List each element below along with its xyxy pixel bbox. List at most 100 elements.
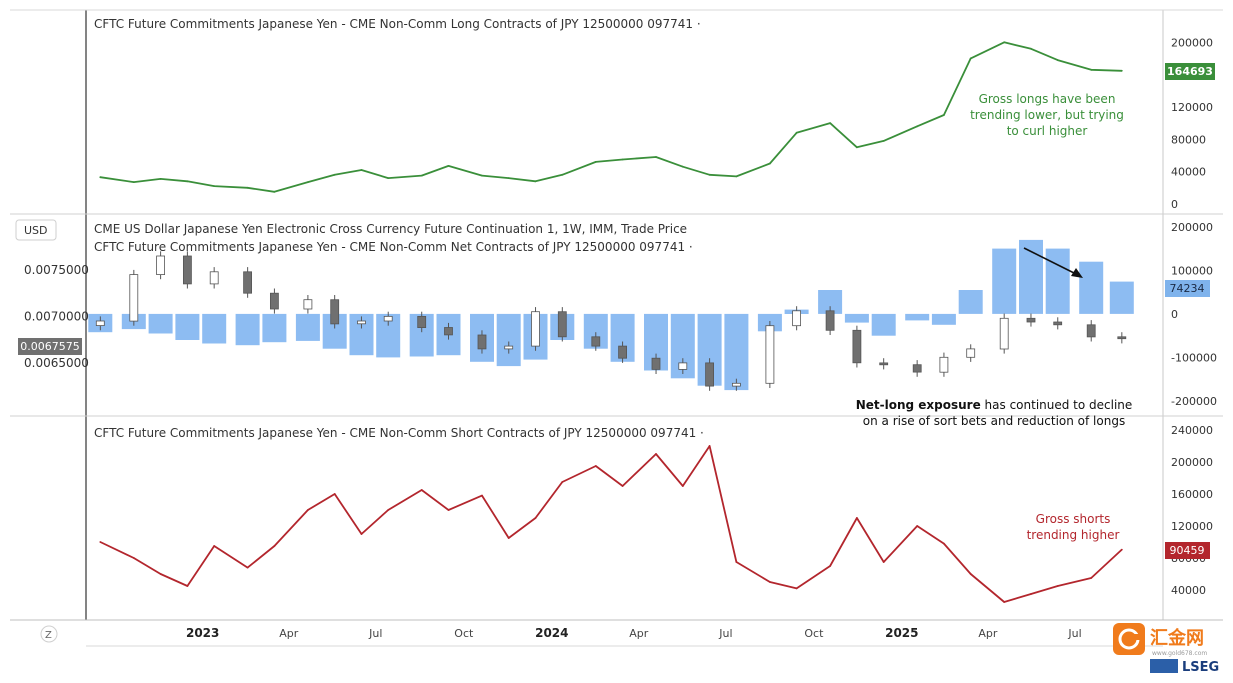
fx-candle [912,360,922,377]
long-y-tick: 200000 [1171,36,1213,49]
fx-y-tick: 0.0075000 [24,263,89,277]
long-y-tick: 40000 [1171,166,1206,179]
net-bar [1109,281,1134,314]
long-last-value: 164693 [1167,65,1213,78]
fx-candle [330,295,340,329]
short-series-line-point [735,561,738,563]
short-series-line-point [829,565,831,567]
long-series-line-point [829,122,831,124]
short-series-line-point [1056,585,1059,587]
long-series-line-point [481,174,483,177]
long-series-line-point [795,131,798,134]
fx-candle [417,311,427,333]
fx-candle [732,378,741,391]
short-series-line-point [795,587,798,590]
short-series-line-point [943,542,945,545]
short-series-line-point [681,485,684,487]
net-annotation-bold: Net-long exposure [856,398,981,412]
fx-candle [156,251,166,280]
x-axis-label: Jul [368,627,382,640]
short-y-tick: 40000 [1171,584,1206,597]
long-y-tick: 0 [1171,198,1178,211]
currency-button[interactable]: USD [15,219,57,241]
short-series-line-point [420,489,423,491]
fx-candle [531,307,540,351]
net-bar [295,313,320,341]
net-y-tick: 100000 [1171,264,1213,277]
fx-candle [966,344,976,362]
short-series-line-point [561,481,564,483]
long-series-line-point [273,190,276,193]
net-bar [262,313,287,343]
zoom-reset-button[interactable]: Z [40,625,58,643]
fx-candle [1117,332,1127,344]
short-series-line-point [387,509,390,511]
vendor-logo-text: LSEG [1182,660,1219,675]
fx-candle [303,295,313,314]
net-bar [958,290,983,314]
short-series-line-point [307,509,309,511]
short-chart-title: CFTC Future Commitments Japanese Yen - C… [94,426,704,440]
fx-candle [825,306,835,335]
short-y-tick: 120000 [1171,520,1213,533]
short-y-tick: 160000 [1171,488,1213,501]
long-annotation-line3: to curl higher [1007,124,1088,138]
fx-candle [591,332,601,351]
short-series-line [99,445,1123,603]
short-series-line-point [1090,577,1093,579]
long-series-line-point [1120,69,1123,72]
net-annotation-line1: Net-long exposure has continued to decli… [856,398,1133,412]
vendor-logo-icon [1150,659,1178,673]
short-series-line-point [769,581,771,583]
short-series-line-point [1030,593,1032,595]
fx-candle [1086,320,1096,342]
net-last-value-badge: 74234 [1165,280,1210,297]
long-series-line-point [507,177,510,180]
fx-y-tick: 0.0065000 [24,356,89,370]
fx-candle [879,358,889,370]
short-series-line-point [882,561,885,563]
long-series-line-point [246,186,249,189]
long-series-line-point [708,173,711,176]
candles-layer [95,251,1127,391]
long-series-line-point [882,140,885,142]
long-series-line-point [307,181,309,184]
short-series-line-point [186,585,189,587]
fx-candle [477,330,487,354]
fx-candle [243,267,253,298]
net-y-tick: -100000 [1171,351,1217,364]
net-bar [931,313,956,325]
fx-candle [129,269,139,326]
long-series-line-point [655,156,657,158]
short-series-line-point [213,545,216,547]
long-series-line-point [99,176,102,179]
net-bar [175,313,200,340]
net-annotation: Net-long exposure has continued to decli… [856,398,1133,428]
fx-candle [765,321,775,388]
long-series-line-point [621,158,624,161]
net-bar [148,313,173,334]
fx-last-value: 0.0067575 [20,340,80,353]
fx-chart-title: CME US Dollar Japanese Yen Electronic Cr… [94,222,687,236]
x-axis-label: Oct [804,627,824,640]
long-series-line-point [681,165,684,168]
x-axis-label: 2024 [535,626,568,640]
long-series-line-point [943,114,945,116]
fx-candle [557,307,567,342]
net-bar [1045,248,1070,314]
zoom-reset-label: Z [45,630,52,641]
short-annotation: Gross shorts trending higher [1027,512,1120,542]
net-bar [992,248,1017,314]
long-series-line-point [1030,47,1032,50]
long-annotation-line2: trending lower, but trying [970,108,1124,122]
long-series-line-point [186,180,189,183]
x-axis-label: Apr [978,627,998,640]
net-annotation-line2: on a rise of sort bets and reduction of … [863,414,1125,428]
short-series-line-point [132,557,135,559]
long-annotation: Gross longs have been trending lower, bu… [970,92,1124,138]
fx-candle [182,251,192,289]
net-bar [871,313,896,336]
short-annotation-line1: Gross shorts [1036,512,1111,526]
